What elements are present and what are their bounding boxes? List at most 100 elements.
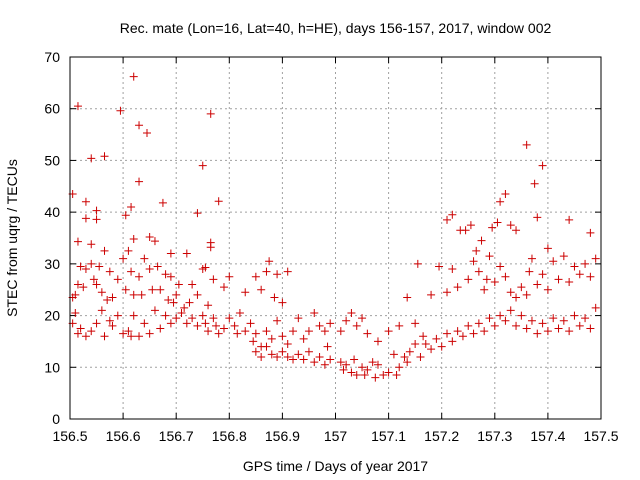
data-point bbox=[310, 308, 319, 317]
data-point bbox=[461, 226, 470, 235]
data-point bbox=[267, 334, 276, 343]
data-point bbox=[565, 327, 574, 336]
data-point bbox=[156, 285, 165, 294]
data-point bbox=[129, 290, 138, 299]
data-point bbox=[347, 308, 356, 317]
data-point bbox=[100, 332, 109, 341]
data-point bbox=[586, 272, 595, 281]
y-tick-label: 70 bbox=[44, 49, 60, 65]
x-tick-label: 157.2 bbox=[424, 428, 459, 444]
data-point bbox=[135, 121, 144, 130]
data-point bbox=[289, 327, 298, 336]
data-point bbox=[458, 332, 467, 341]
data-point bbox=[570, 262, 579, 271]
data-point bbox=[591, 303, 600, 312]
data-point bbox=[262, 267, 271, 276]
data-point bbox=[105, 267, 114, 276]
data-point bbox=[219, 283, 228, 292]
data-point bbox=[214, 197, 223, 206]
data-point bbox=[87, 154, 96, 163]
data-point bbox=[225, 314, 234, 323]
data-point bbox=[92, 215, 101, 224]
data-point bbox=[472, 246, 481, 255]
data-point bbox=[193, 290, 202, 299]
data-point bbox=[474, 267, 483, 276]
data-point bbox=[493, 218, 502, 227]
data-point bbox=[326, 319, 335, 328]
data-point bbox=[166, 249, 175, 258]
data-point bbox=[135, 177, 144, 186]
data-point bbox=[150, 237, 159, 246]
data-point bbox=[145, 265, 154, 274]
data-point bbox=[81, 214, 90, 223]
data-point bbox=[119, 329, 128, 338]
data-point bbox=[464, 275, 473, 284]
data-point bbox=[214, 329, 223, 338]
data-point bbox=[140, 319, 149, 328]
data-point bbox=[148, 285, 157, 294]
data-point bbox=[289, 355, 298, 364]
data-point bbox=[161, 270, 170, 279]
data-point bbox=[379, 371, 388, 380]
data-point bbox=[358, 363, 367, 372]
data-point bbox=[522, 290, 531, 299]
data-point bbox=[469, 257, 478, 266]
data-point bbox=[198, 311, 207, 320]
data-point bbox=[283, 340, 292, 349]
grid-lines bbox=[70, 57, 601, 419]
data-point bbox=[315, 321, 324, 330]
data-point bbox=[480, 327, 489, 336]
data-point bbox=[81, 197, 90, 206]
data-point bbox=[448, 337, 457, 346]
data-point bbox=[172, 290, 181, 299]
data-point bbox=[474, 319, 483, 328]
data-point bbox=[538, 161, 547, 170]
data-point bbox=[97, 306, 106, 315]
data-point bbox=[358, 314, 367, 323]
data-point bbox=[416, 352, 425, 361]
data-point bbox=[517, 283, 526, 292]
data-point bbox=[127, 267, 136, 276]
data-point bbox=[405, 347, 414, 356]
data-point bbox=[373, 337, 382, 346]
data-point bbox=[166, 319, 175, 328]
data-point bbox=[464, 321, 473, 330]
data-point bbox=[246, 319, 255, 328]
data-point bbox=[506, 221, 515, 230]
data-point bbox=[403, 293, 412, 302]
data-point bbox=[129, 235, 138, 244]
data-point bbox=[485, 314, 494, 323]
data-point bbox=[140, 254, 149, 263]
data-point bbox=[581, 259, 590, 268]
data-point bbox=[119, 254, 128, 263]
data-point bbox=[326, 355, 335, 364]
data-point bbox=[198, 265, 207, 274]
data-point bbox=[182, 319, 191, 328]
data-point bbox=[92, 280, 101, 289]
data-point bbox=[368, 358, 377, 367]
data-point bbox=[559, 252, 568, 261]
x-tick-label: 156.8 bbox=[212, 428, 247, 444]
data-point bbox=[363, 329, 372, 338]
data-point bbox=[339, 365, 348, 374]
chart-title: Rec. mate (Lon=16, Lat=40, h=HE), days 1… bbox=[120, 20, 552, 36]
data-point bbox=[188, 280, 197, 289]
data-point bbox=[108, 293, 117, 302]
x-tick-label: 156.9 bbox=[265, 428, 300, 444]
data-point bbox=[137, 290, 146, 299]
data-point bbox=[310, 358, 319, 367]
data-point bbox=[251, 347, 260, 356]
data-point bbox=[278, 298, 287, 307]
x-tick-label: 157.5 bbox=[583, 428, 618, 444]
y-tick-label: 10 bbox=[44, 359, 60, 375]
data-point bbox=[158, 198, 167, 207]
data-point bbox=[76, 262, 85, 271]
data-point bbox=[241, 327, 250, 336]
data-point bbox=[525, 267, 534, 276]
data-point bbox=[565, 277, 574, 286]
data-point bbox=[294, 314, 303, 323]
data-point bbox=[512, 293, 521, 302]
y-tick-label: 0 bbox=[52, 411, 60, 427]
data-point bbox=[103, 296, 112, 305]
data-point bbox=[145, 232, 154, 241]
